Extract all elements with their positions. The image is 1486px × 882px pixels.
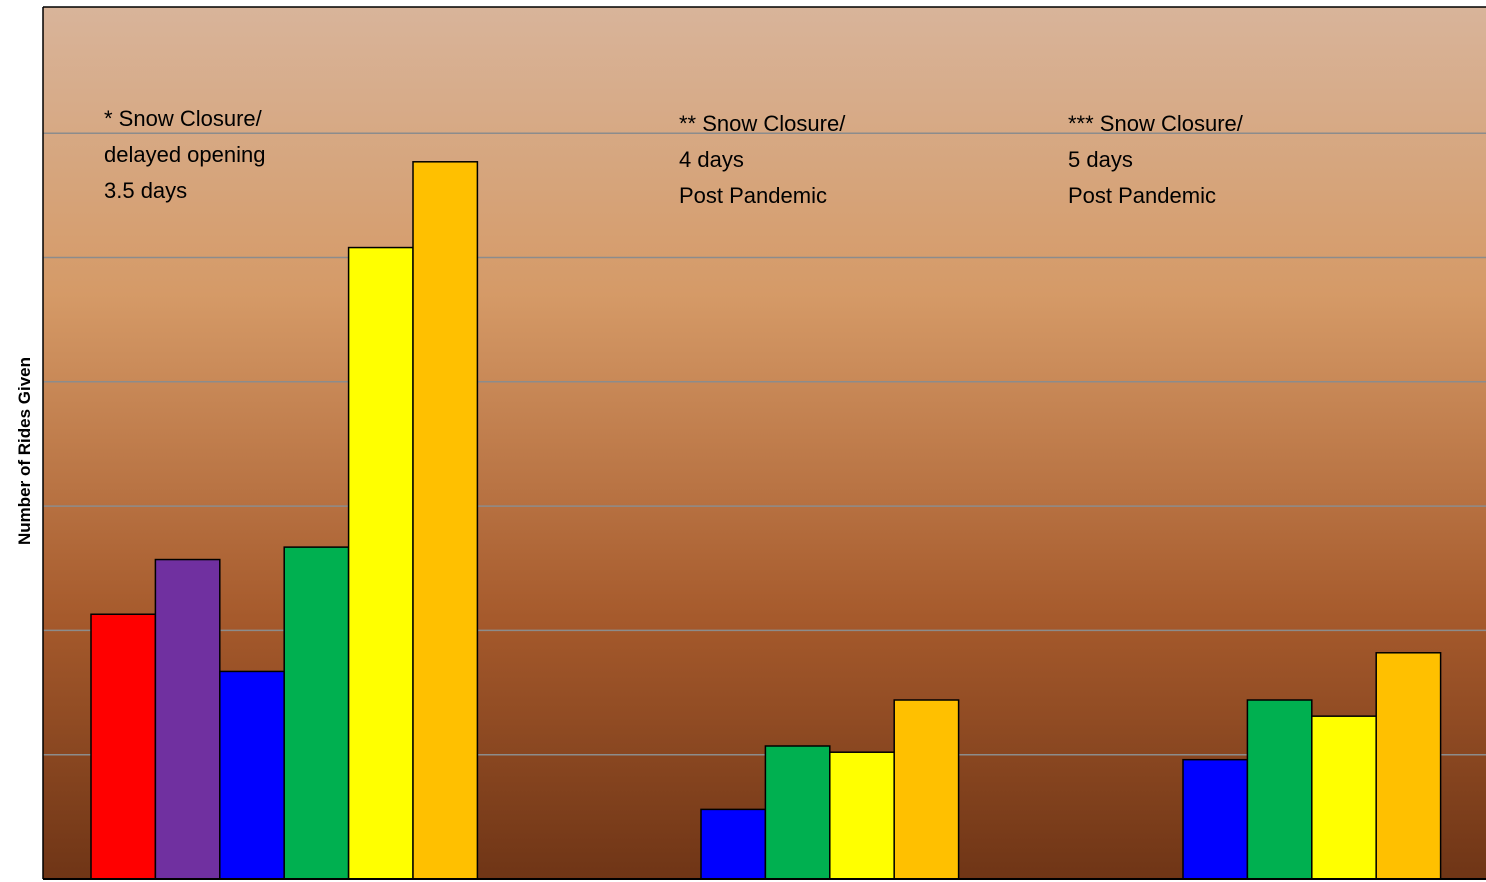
bar (764, 745, 831, 880)
annotation-line: Post Pandemic (1068, 183, 1216, 208)
bar (283, 546, 350, 880)
annotation-line: Post Pandemic (679, 183, 827, 208)
annotation-line: 3.5 days (104, 178, 187, 203)
bar (1375, 652, 1442, 880)
bar (347, 246, 414, 880)
bars (90, 161, 1442, 880)
annotation-line: ** Snow Closure/ (679, 111, 846, 136)
bar (219, 670, 285, 880)
annotation-line: *** Snow Closure/ (1068, 111, 1244, 136)
annotation-line: delayed opening (104, 142, 265, 167)
bar (700, 808, 767, 880)
bar (1246, 699, 1313, 880)
annotation-line: 5 days (1068, 147, 1133, 172)
y-axis-label: Number of Rides Given (15, 357, 34, 545)
bar (893, 699, 960, 880)
annotation-line: * Snow Closure/ (104, 106, 263, 131)
bar (829, 751, 895, 880)
bar (412, 161, 479, 880)
annotations: * Snow Closure/delayed opening 3.5 days **… (104, 106, 1244, 208)
bar (90, 613, 157, 880)
annotation-line: 4 days (679, 147, 744, 172)
bar (1311, 715, 1377, 880)
bar (154, 558, 221, 880)
bar (1182, 758, 1249, 880)
